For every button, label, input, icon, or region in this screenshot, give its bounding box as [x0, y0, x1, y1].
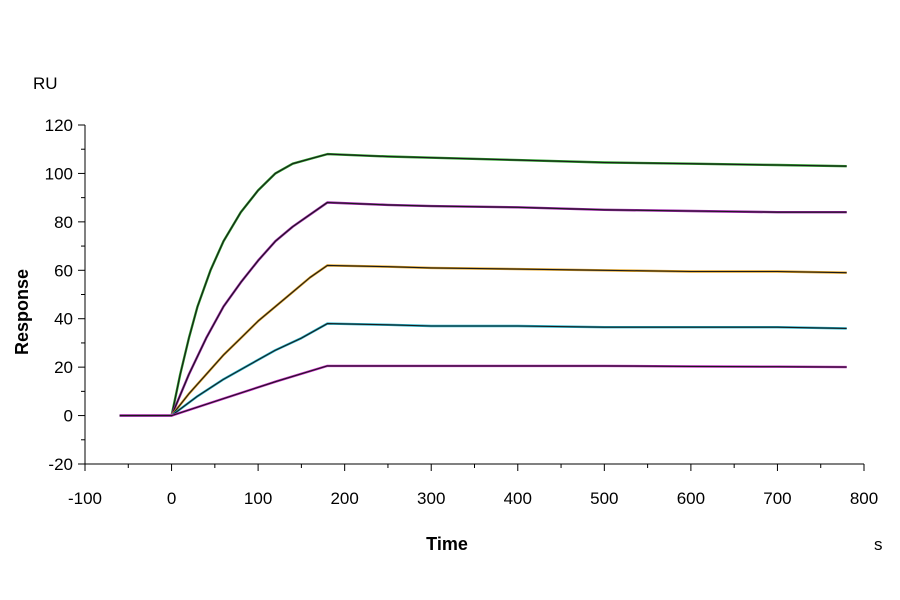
series-2	[119, 201, 847, 417]
series-3-data-line	[119, 264, 847, 417]
plot-area	[119, 152, 847, 417]
series-1	[119, 152, 847, 417]
y-tick-label: 80	[54, 213, 73, 232]
x-tick-label: 700	[763, 489, 791, 508]
series-5-data-line	[119, 364, 847, 417]
series-1-fit-line	[119, 153, 847, 417]
y-axis-ticks: -20 0 20 40 60 80 100 120	[45, 116, 85, 474]
x-unit-label: s	[874, 535, 883, 554]
y-tick-label: 120	[45, 116, 73, 135]
series-3	[119, 264, 847, 417]
series-3-fit-line	[119, 264, 847, 417]
y-unit-label: RU	[33, 74, 58, 93]
y-tick-label: 20	[54, 358, 73, 377]
series-4	[119, 322, 847, 417]
x-tick-label: -100	[68, 489, 102, 508]
x-tick-label: 200	[330, 489, 358, 508]
x-tick-label: 100	[244, 489, 272, 508]
series-5	[119, 364, 847, 417]
x-tick-label: 0	[167, 489, 176, 508]
x-tick-label: 500	[590, 489, 618, 508]
series-2-fit-line	[119, 201, 847, 417]
x-tick-label: 800	[850, 489, 878, 508]
y-axis-title: Response	[12, 269, 32, 355]
y-tick-label: 0	[64, 407, 73, 426]
y-tick-label: 100	[45, 164, 73, 183]
y-tick-label: 60	[54, 261, 73, 280]
x-tick-label: 300	[417, 489, 445, 508]
series-4-fit-line	[119, 323, 847, 417]
x-axis-title: Time	[426, 534, 468, 554]
y-tick-label: 40	[54, 310, 73, 329]
series-4-data-line	[119, 322, 847, 417]
y-tick-label: -20	[48, 455, 73, 474]
series-5-fit-line	[119, 365, 847, 417]
x-tick-label: 400	[504, 489, 532, 508]
x-axis-ticks: -100 0 100 200 300 400 500 600 700 800	[68, 464, 878, 508]
x-tick-label: 600	[677, 489, 705, 508]
